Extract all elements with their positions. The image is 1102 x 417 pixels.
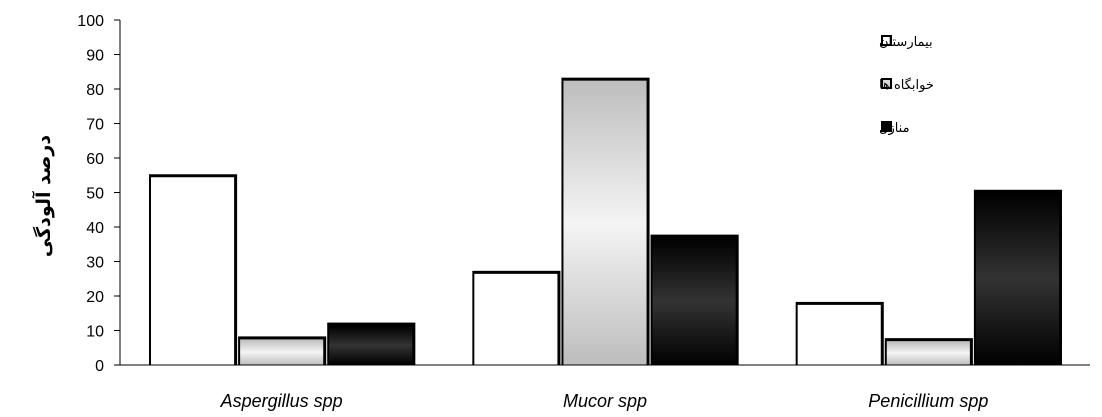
y-tick-label: 80 bbox=[86, 82, 104, 99]
x-tick-label: Aspergillus spp bbox=[220, 391, 343, 411]
y-tick-label: 10 bbox=[86, 324, 104, 341]
y-tick-label: 0 bbox=[95, 358, 104, 375]
y-tick-label: 90 bbox=[86, 48, 104, 65]
legend-label: خوابگاه ها bbox=[879, 77, 934, 93]
bar-2 bbox=[886, 341, 970, 365]
bar-2 bbox=[563, 80, 647, 366]
y-axis-label: درصد آلودگی bbox=[31, 135, 55, 257]
legend-label: منازل bbox=[879, 121, 910, 136]
bar-1 bbox=[151, 177, 235, 365]
bar-1 bbox=[797, 304, 881, 365]
bar-1 bbox=[474, 273, 558, 365]
x-tick-label: Penicillium spp bbox=[868, 391, 988, 411]
legend-swatch bbox=[883, 123, 890, 130]
y-tick-label: 20 bbox=[86, 289, 104, 306]
legend-swatch bbox=[883, 37, 890, 44]
x-tick-label: Mucor spp bbox=[563, 391, 647, 411]
bar-2 bbox=[240, 339, 324, 365]
y-tick-label: 50 bbox=[86, 186, 104, 203]
y-tick-label: 60 bbox=[86, 151, 104, 168]
y-tick-label: 30 bbox=[86, 255, 104, 272]
legend-label: بیمارستان bbox=[879, 35, 933, 50]
y-tick-label: 100 bbox=[77, 13, 104, 30]
y-tick-label: 70 bbox=[86, 117, 104, 134]
y-axis: 0 10 20 30 40 50 60 70 80 90 100 bbox=[77, 13, 121, 375]
bars bbox=[149, 77, 1062, 366]
bar-3 bbox=[975, 192, 1059, 365]
bar-3 bbox=[652, 237, 736, 365]
legend: بیمارستان خوابگاه ها منازل bbox=[879, 35, 934, 136]
legend-swatch bbox=[883, 80, 890, 87]
bar-3 bbox=[329, 325, 413, 365]
y-tick-label: 40 bbox=[86, 220, 104, 237]
x-axis-labels: Aspergillus spp Mucor spp Penicillium spp bbox=[220, 391, 989, 411]
